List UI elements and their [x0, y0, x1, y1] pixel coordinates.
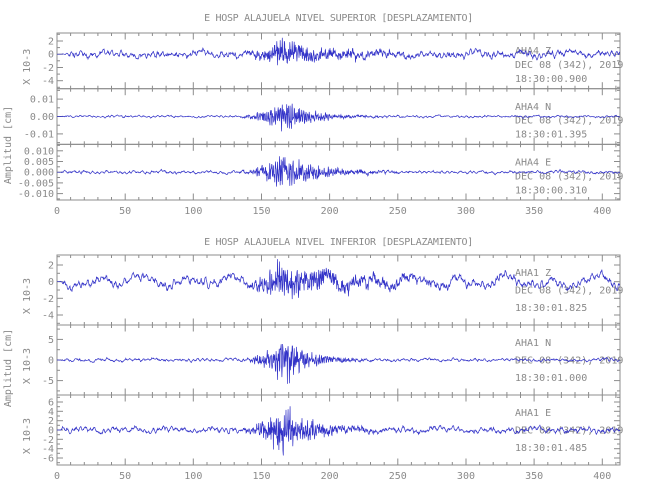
y-tick-label: 0.00: [30, 112, 54, 123]
waveform-group: [57, 37, 620, 66]
y-tick-label: -4: [42, 76, 54, 87]
trace-aha4-n: 0.01 0.00 -0.01 AHA4 N DEC 08 (342), 2019 18:…: [24, 88, 623, 145]
trace-time-label: 18:30:01.485: [515, 443, 587, 454]
trace-aha1-z: 2 0 -2 -4 X 10-3 AHA1 Z DEC 08 (342), 2019 18:3…: [22, 254, 623, 326]
trace-date-label: DEC 08 (342), 2019: [515, 171, 623, 182]
trace-station-label: AHA4 Z: [515, 46, 551, 57]
x-tick-label: 150: [252, 471, 270, 482]
waveform-group: [57, 343, 620, 384]
trace-date-label: DEC 08 (342), 2019: [515, 116, 623, 127]
amplitude-axis-label: Amplitud [cm]: [3, 106, 14, 184]
waveform-aha4-n: [57, 103, 620, 132]
x-tick-label: 100: [184, 206, 202, 217]
trace-time-label: 18:30:01.395: [515, 130, 587, 141]
y-tick-label: -0.010: [18, 189, 54, 200]
panel-title-superior: E HOSP ALAJUELA NIVEL SUPERIOR [DESPLAZA…: [204, 13, 473, 24]
panel-title-inferior: E HOSP ALAJUELA NIVEL INFERIOR [DESPLAZA…: [204, 237, 473, 248]
scale-label: X 10-3: [22, 278, 33, 314]
amplitude-axis-label: Amplitud [cm]: [3, 329, 14, 407]
x-tick-label: 250: [389, 206, 407, 217]
trace-station-label: AHA1 E: [515, 408, 551, 419]
y-tick-label: 0: [48, 277, 54, 288]
waveform-group: [57, 156, 620, 187]
waveform-aha4-e: [57, 156, 620, 187]
x-tick-label: 100: [184, 471, 202, 482]
y-tick-label: -0.005: [18, 178, 54, 189]
waveform-aha1-z: [57, 259, 620, 300]
scale-label: X 10-3: [22, 418, 33, 454]
x-tick-label: 0: [54, 471, 60, 482]
y-tick-label: 0.005: [24, 157, 54, 168]
trace-time-label: 18:30:01.000: [515, 373, 587, 384]
waveform-group: [57, 259, 620, 300]
x-tick-label: 300: [457, 471, 475, 482]
y-tick-label: 2: [48, 416, 54, 427]
waveform-aha1-e: [57, 406, 620, 456]
trace-time-label: 18:30:01.825: [515, 303, 587, 314]
y-tick-label: 2: [48, 36, 54, 47]
trace-aha4-z: 2 0 -2 -4 X 10-3 AHA4 Z DEC 08 (342), 2019 18:3…: [22, 32, 623, 90]
x-tick-label: 50: [119, 471, 131, 482]
x-tick-label: 250: [389, 471, 407, 482]
y-tick-label: 0: [48, 50, 54, 61]
trace-time-label: 18:30:00.900: [515, 74, 587, 85]
trace-station-label: AHA1 N: [515, 338, 551, 349]
y-tick-label: -6: [42, 454, 54, 465]
y-tick-label: -2: [42, 294, 54, 305]
trace-station-label: AHA4 E: [515, 157, 551, 168]
y-tick-label: 5: [48, 335, 54, 346]
trace-date-label: DEC 08 (342), 2019: [515, 60, 623, 71]
y-tick-label: 0: [48, 356, 54, 367]
x-tick-label: 400: [593, 206, 611, 217]
x-tick-label: 350: [525, 206, 543, 217]
trace-date-label: DEC 08 (342), 2019: [515, 286, 623, 297]
y-tick-label: 2: [48, 261, 54, 272]
x-tick-label: 200: [321, 471, 339, 482]
trace-station-label: AHA1 Z: [515, 268, 551, 279]
waveform-aha4-z: [57, 37, 620, 66]
waveform-group: [57, 406, 620, 456]
x-tick-label: 200: [321, 206, 339, 217]
x-tick-label: 50: [119, 206, 131, 217]
y-tick-label: -4: [42, 311, 54, 322]
y-tick-label: 0.01: [30, 95, 54, 106]
scale-label: X 10-3: [22, 348, 33, 384]
y-tick-label: 6: [48, 398, 54, 409]
y-tick-label: 0: [48, 426, 54, 437]
trace-time-label: 18:30:00.310: [515, 185, 587, 196]
y-tick-label: -4: [42, 444, 54, 455]
y-tick-label: -2: [42, 63, 54, 74]
x-tick-label: 400: [593, 471, 611, 482]
y-tick-label: 0.010: [24, 146, 54, 157]
trace-station-label: AHA4 N: [515, 102, 551, 113]
waveform-group: [57, 103, 620, 132]
x-tick-label: 300: [457, 206, 475, 217]
scale-label: X 10-3: [22, 49, 33, 85]
x-tick-label: 350: [525, 471, 543, 482]
y-tick-label: -0.01: [24, 129, 54, 140]
y-tick-label: 4: [48, 407, 54, 418]
y-tick-label: -2: [42, 435, 54, 446]
x-tick-label: 0: [54, 206, 60, 217]
y-tick-label: -5: [42, 376, 54, 387]
x-tick-label: 150: [252, 206, 270, 217]
waveform-aha1-n: [57, 343, 620, 384]
y-tick-label: 0.000: [24, 168, 54, 179]
